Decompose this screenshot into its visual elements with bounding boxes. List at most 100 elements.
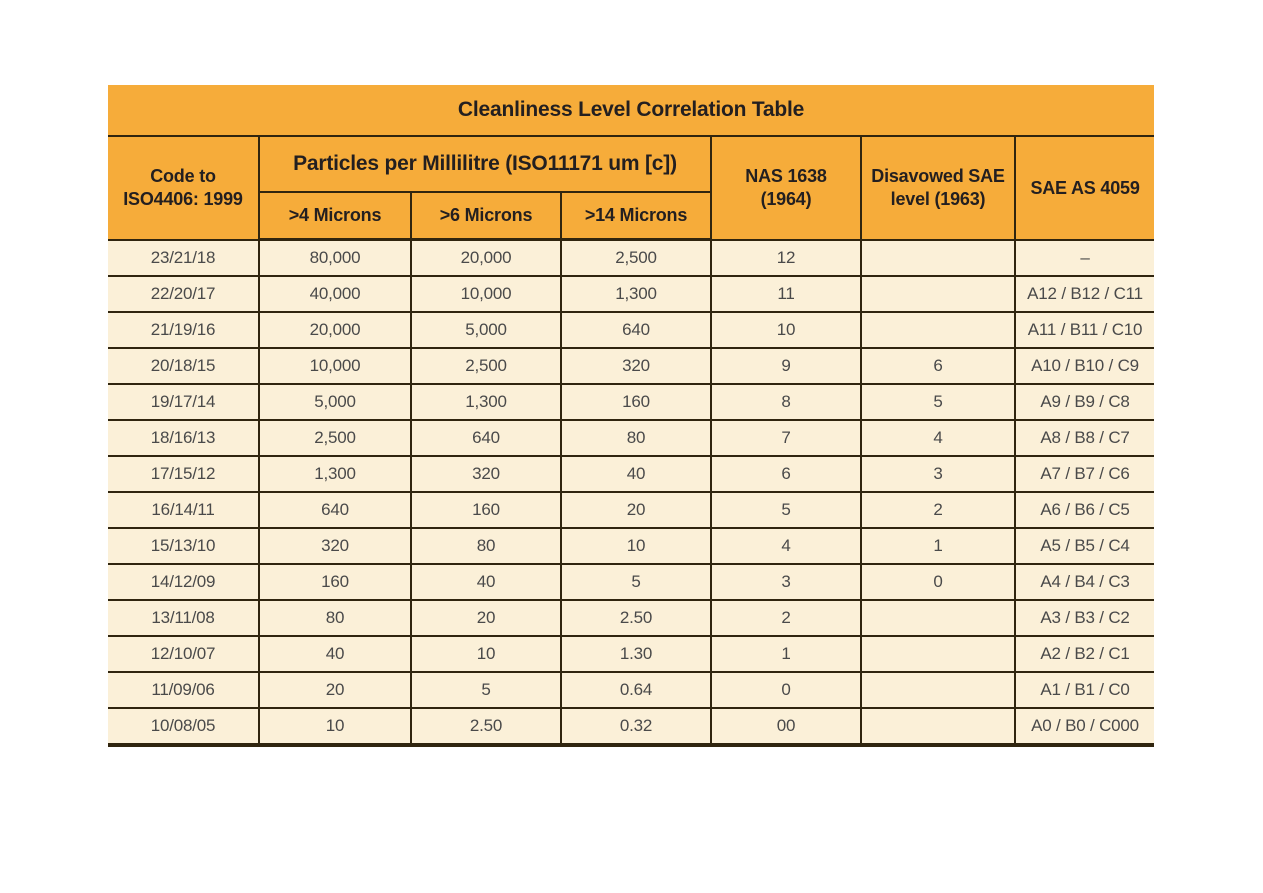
microns14-cell: 5 — [560, 563, 712, 601]
iso-code-cell: 11/09/06 — [108, 671, 260, 709]
iso-code-cell: 12/10/07 — [108, 635, 260, 673]
nas-cell: 00 — [710, 707, 862, 747]
column-header-6-microns: >6 Microns — [410, 191, 562, 241]
disavowed-sae-cell: 3 — [860, 455, 1016, 493]
table-row: 10/08/05 10 2.50 0.32 00 A0 / B0 / C000 — [108, 707, 1155, 747]
iso-code-cell: 21/19/16 — [108, 311, 260, 349]
microns4-cell: 20 — [258, 671, 412, 709]
nas-cell: 3 — [710, 563, 862, 601]
microns14-cell: 10 — [560, 527, 712, 565]
microns14-cell: 1.30 — [560, 635, 712, 673]
sae-as-4059-cell: A10 / B10 / C9 — [1013, 347, 1155, 385]
microns6-cell: 320 — [410, 455, 562, 493]
microns4-cell: 320 — [258, 527, 412, 565]
nas-cell: 4 — [710, 527, 862, 565]
table-row: 14/12/09 160 40 5 3 0 A4 / B4 / C3 — [108, 563, 1155, 601]
disavowed-sae-cell: 5 — [860, 383, 1016, 421]
table-header: Cleanliness Level Correlation Table Code… — [108, 85, 1155, 241]
table-row: 11/09/06 20 5 0.64 0 A1 / B1 / C0 — [108, 671, 1155, 709]
iso-code-cell: 19/17/14 — [108, 383, 260, 421]
nas-cell: 9 — [710, 347, 862, 385]
nas-cell: 5 — [710, 491, 862, 529]
nas-cell: 2 — [710, 599, 862, 637]
column-header-nas-line2: (1964) — [760, 188, 812, 209]
microns6-cell: 10 — [410, 635, 562, 673]
disavowed-sae-cell — [860, 635, 1016, 673]
iso-code-cell: 18/16/13 — [108, 419, 260, 457]
correlation-table: Cleanliness Level Correlation Table Code… — [108, 85, 1155, 747]
microns6-cell: 2.50 — [410, 707, 562, 747]
microns4-cell: 1,300 — [258, 455, 412, 493]
disavowed-sae-cell: 1 — [860, 527, 1016, 565]
disavowed-sae-cell — [860, 238, 1016, 277]
sae-as-4059-cell: A1 / B1 / C0 — [1013, 671, 1155, 709]
iso-code-cell: 13/11/08 — [108, 599, 260, 637]
column-header-disavowed-line2: level (1963) — [890, 188, 986, 209]
table-row: 19/17/14 5,000 1,300 160 8 5 A9 / B9 / C8 — [108, 383, 1155, 421]
sae-as-4059-cell: A8 / B8 / C7 — [1013, 419, 1155, 457]
disavowed-sae-cell — [860, 599, 1016, 637]
microns14-cell: 640 — [560, 311, 712, 349]
microns4-cell: 20,000 — [258, 311, 412, 349]
microns6-cell: 160 — [410, 491, 562, 529]
microns4-cell: 640 — [258, 491, 412, 529]
iso-code-cell: 23/21/18 — [108, 238, 260, 277]
disavowed-sae-cell: 4 — [860, 419, 1016, 457]
column-header-nas-line1: NAS 1638 — [745, 166, 827, 187]
microns6-cell: 20 — [410, 599, 562, 637]
disavowed-sae-cell — [860, 275, 1016, 313]
iso-code-cell: 22/20/17 — [108, 275, 260, 313]
disavowed-sae-cell — [860, 311, 1016, 349]
microns4-cell: 10,000 — [258, 347, 412, 385]
column-header-disavowed-line1: Disavowed SAE — [871, 166, 1005, 187]
microns4-cell: 40 — [258, 635, 412, 673]
sae-as-4059-cell: A9 / B9 / C8 — [1013, 383, 1155, 421]
disavowed-sae-cell — [860, 707, 1016, 747]
table-row: 15/13/10 320 80 10 4 1 A5 / B5 / C4 — [108, 527, 1155, 565]
table-row: 16/14/11 640 160 20 5 2 A6 / B6 / C5 — [108, 491, 1155, 529]
column-group-particles-per-millilitre: Particles per Millilitre (ISO11171 um [c… — [258, 135, 712, 193]
microns14-cell: 320 — [560, 347, 712, 385]
sae-as-4059-cell: A3 / B3 / C2 — [1013, 599, 1155, 637]
table-row: 13/11/08 80 20 2.50 2 A3 / B3 / C2 — [108, 599, 1155, 637]
sae-as-4059-cell: A12 / B12 / C11 — [1013, 275, 1155, 313]
nas-cell: 1 — [710, 635, 862, 673]
microns6-cell: 5,000 — [410, 311, 562, 349]
table-row: 20/18/15 10,000 2,500 320 9 6 A10 / B10 / C9 — [108, 347, 1155, 385]
sae-as-4059-cell: A2 / B2 / C1 — [1013, 635, 1155, 673]
microns14-cell: 80 — [560, 419, 712, 457]
microns6-cell: 2,500 — [410, 347, 562, 385]
table-row: 23/21/18 80,000 20,000 2,500 12 – — [108, 238, 1155, 277]
microns6-cell: 20,000 — [410, 238, 562, 277]
microns4-cell: 40,000 — [258, 275, 412, 313]
microns4-cell: 160 — [258, 563, 412, 601]
nas-cell: 11 — [710, 275, 862, 313]
column-header-nas-1638: NAS 1638 (1964) — [710, 135, 862, 241]
nas-cell: 12 — [710, 238, 862, 277]
column-header-iso-code-line2: ISO4406: 1999 — [123, 188, 243, 209]
column-header-4-microns: >4 Microns — [259, 191, 412, 241]
microns14-cell: 2,500 — [560, 238, 712, 277]
microns14-cell: 160 — [560, 383, 712, 421]
nas-cell: 8 — [710, 383, 862, 421]
microns6-cell: 10,000 — [410, 275, 562, 313]
table-row: 21/19/16 20,000 5,000 640 10 A11 / B11 / C10 — [108, 311, 1155, 349]
microns4-cell: 10 — [258, 707, 412, 747]
iso-code-cell: 15/13/10 — [108, 527, 260, 565]
disavowed-sae-cell: 6 — [860, 347, 1016, 385]
microns6-cell: 80 — [410, 527, 562, 565]
microns6-cell: 40 — [410, 563, 562, 601]
column-header-sae-as-4059: SAE AS 4059 — [1013, 135, 1155, 241]
table-row: 12/10/07 40 10 1.30 1 A2 / B2 / C1 — [108, 635, 1155, 673]
sae-as-4059-cell: A4 / B4 / C3 — [1013, 563, 1155, 601]
microns14-cell: 1,300 — [560, 275, 712, 313]
table-title: Cleanliness Level Correlation Table — [108, 85, 1155, 137]
microns14-cell: 20 — [560, 491, 712, 529]
microns14-cell: 0.32 — [560, 707, 712, 747]
microns4-cell: 80 — [258, 599, 412, 637]
iso-code-cell: 16/14/11 — [108, 491, 260, 529]
sae-as-4059-cell: A6 / B6 / C5 — [1013, 491, 1155, 529]
nas-cell: 10 — [710, 311, 862, 349]
disavowed-sae-cell: 2 — [860, 491, 1016, 529]
table-row: 18/16/13 2,500 640 80 7 4 A8 / B8 / C7 — [108, 419, 1155, 457]
